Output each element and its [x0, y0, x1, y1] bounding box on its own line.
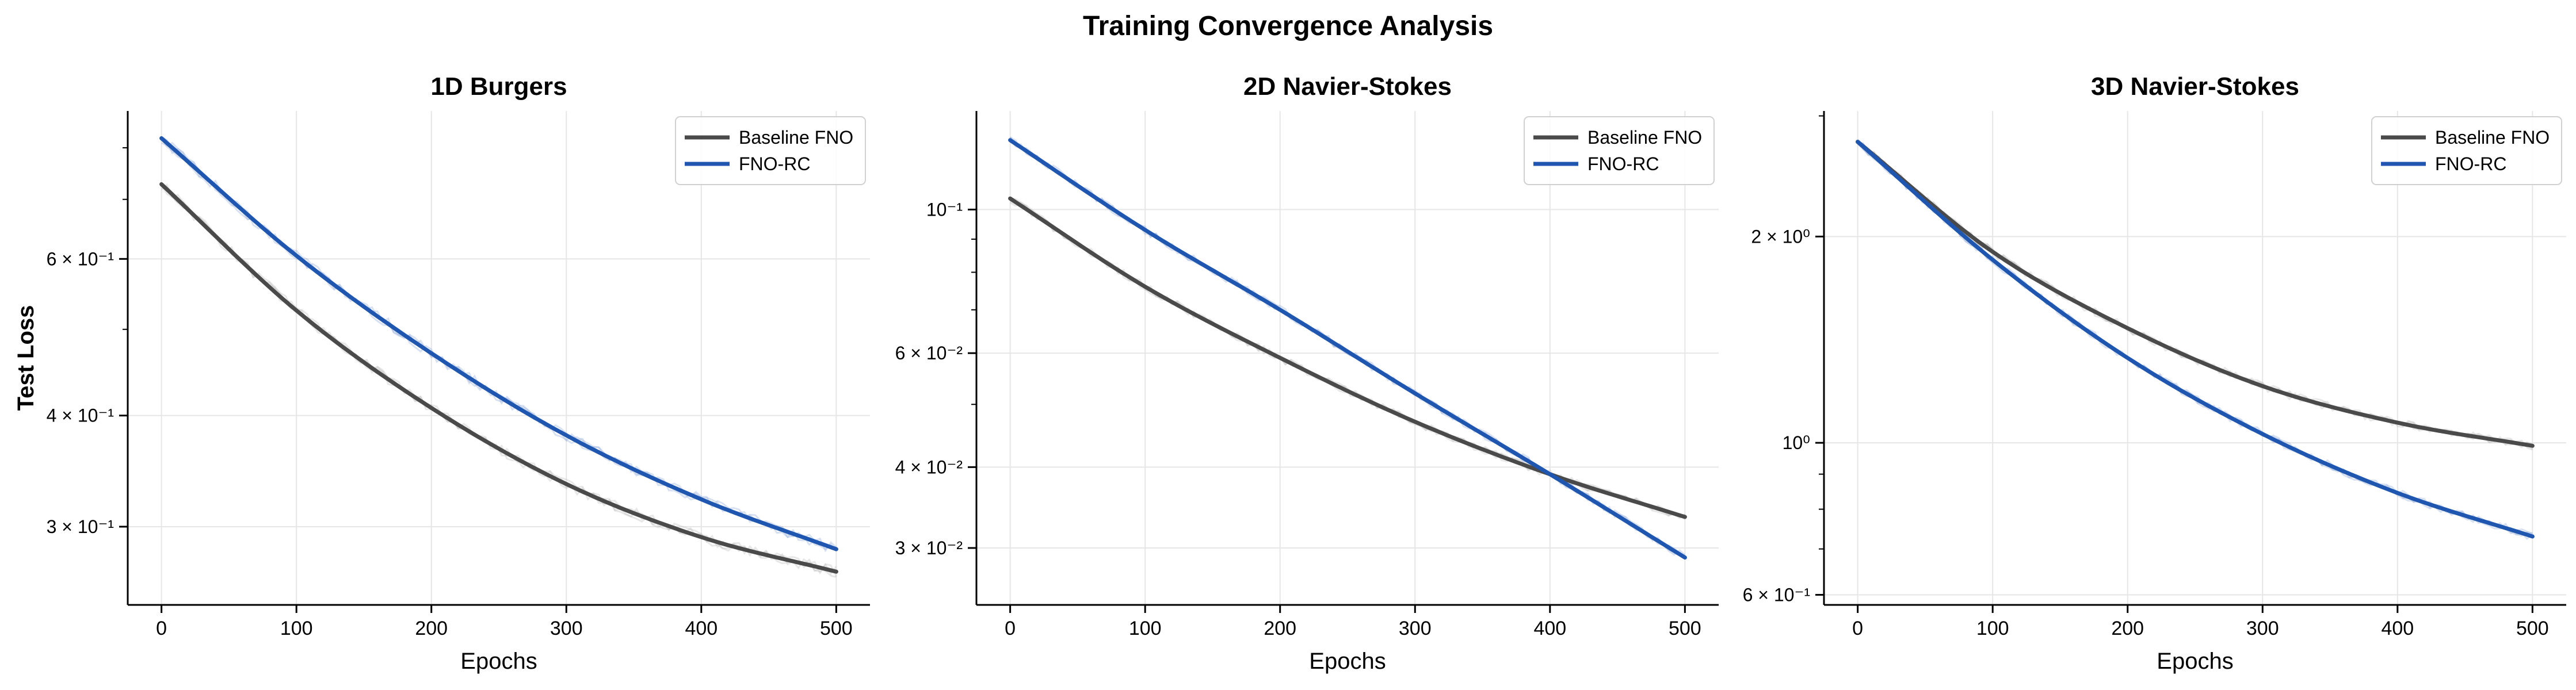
y-tick-label: 2 × 10⁰ — [1751, 226, 1810, 247]
chart-title: 2D Navier-Stokes — [1243, 72, 1452, 101]
series-line-fnorc — [1010, 140, 1685, 558]
chart-panel-2: 0 100 200 300 400 500 3 × 10⁻² 4 × 10⁻² 6 × 10⁻²… — [895, 72, 1719, 674]
legend-label-baseline: Baseline FNO — [1587, 127, 1702, 148]
raw-trace-baseline — [162, 183, 837, 577]
x-tick-label: 100 — [280, 618, 313, 639]
chart-panel-1: 0 100 200 300 400 500 3 × 10⁻¹ 4 × 10⁻¹ 6 × 10⁻¹… — [13, 72, 870, 674]
x-tick-label: 200 — [1264, 618, 1296, 639]
raw-trace-fnorc — [162, 143, 837, 547]
y-tick-label: 3 × 10⁻¹ — [47, 516, 114, 537]
raw-trace-baseline — [162, 185, 837, 577]
chart-title: 3D Navier-Stokes — [2091, 72, 2299, 101]
series-line-fnorc — [162, 138, 837, 549]
legend-label-baseline: Baseline FNO — [739, 127, 853, 148]
y-tick-label: 6 × 10⁻² — [895, 343, 963, 363]
raw-trace-fnorc — [162, 137, 837, 551]
y-tick-label: 4 × 10⁻² — [895, 457, 963, 477]
x-tick-label: 300 — [550, 618, 583, 639]
y-tick-label: 4 × 10⁻¹ — [47, 405, 114, 426]
x-axis-label: Epochs — [1309, 649, 1386, 674]
x-tick-label: 500 — [2516, 618, 2549, 639]
x-axis-label: Epochs — [460, 649, 537, 674]
y-tick-label: 10⁰ — [1783, 432, 1810, 453]
series-line-baseline — [1010, 198, 1685, 517]
series-line-fnorc — [1858, 142, 2533, 536]
x-tick-label: 500 — [820, 618, 853, 639]
legend-label-fnorc: FNO-RC — [2435, 154, 2506, 174]
figure-title: Training Convergence Analysis — [0, 10, 2576, 42]
raw-trace-baseline — [1010, 202, 1685, 518]
legend-label-fnorc: FNO-RC — [1587, 154, 1659, 174]
raw-trace-fnorc — [1858, 140, 2533, 536]
x-tick-label: 200 — [2111, 618, 2144, 639]
x-tick-label: 0 — [1005, 618, 1016, 639]
raw-trace-baseline — [1858, 143, 2533, 450]
y-tick-label: 6 × 10⁻¹ — [47, 248, 114, 269]
x-tick-label: 0 — [1852, 618, 1863, 639]
legend: Baseline FNO FNO-RC — [676, 117, 865, 185]
legend-label-baseline: Baseline FNO — [2435, 127, 2550, 148]
raw-trace-baseline — [162, 185, 837, 573]
y-tick-label: 3 × 10⁻² — [895, 538, 963, 558]
legend: Baseline FNO FNO-RC — [2372, 117, 2562, 185]
raw-trace-baseline — [1010, 201, 1685, 518]
x-tick-label: 300 — [1399, 618, 1432, 639]
x-tick-label: 100 — [1129, 618, 1162, 639]
x-tick-label: 100 — [1976, 618, 2009, 639]
chart-title: 1D Burgers — [430, 72, 567, 101]
raw-trace-baseline — [1010, 198, 1685, 520]
x-tick-label: 0 — [156, 618, 167, 639]
legend: Baseline FNO FNO-RC — [1524, 117, 1714, 185]
raw-trace-fnorc — [1010, 137, 1685, 555]
y-axis-label: Test Loss — [13, 305, 39, 411]
raw-trace-fnorc — [162, 137, 837, 550]
x-tick-label: 400 — [685, 618, 718, 639]
x-axis-label: Epochs — [2157, 649, 2233, 674]
raw-trace-fnorc — [1858, 143, 2533, 534]
x-tick-label: 200 — [415, 618, 448, 639]
x-tick-label: 400 — [1533, 618, 1566, 639]
x-tick-label: 400 — [2381, 618, 2414, 639]
y-tick-label: 10⁻¹ — [926, 199, 963, 220]
x-tick-label: 300 — [2246, 618, 2279, 639]
chart-panel-3: 0 100 200 300 400 500 6 × 10⁻¹ 10⁰ 2 × 10⁰ 3D Nav… — [1743, 72, 2566, 674]
legend-label-fnorc: FNO-RC — [739, 154, 810, 174]
x-tick-label: 500 — [1669, 618, 1701, 639]
raw-trace-fnorc — [1858, 144, 2533, 539]
raw-trace-baseline — [1858, 142, 2533, 449]
y-tick-label: 6 × 10⁻¹ — [1743, 584, 1810, 605]
